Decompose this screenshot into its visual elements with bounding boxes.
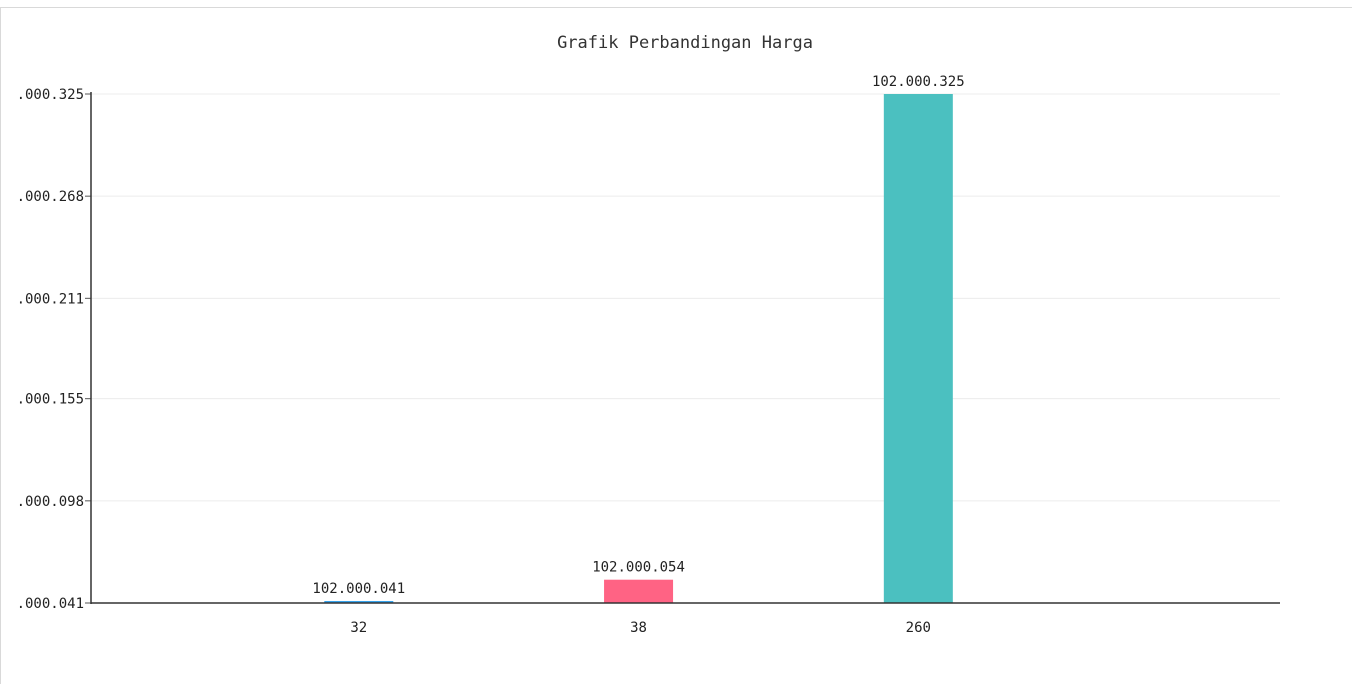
bars <box>324 94 953 603</box>
y-tick-label: .000.211 <box>17 291 84 307</box>
bar <box>324 601 394 603</box>
bar <box>604 579 674 603</box>
x-tick-label: 260 <box>906 620 931 636</box>
y-tick-label: .000.041 <box>17 596 84 612</box>
labels: .000.041 .000.098 .000.155 .000.211 .000.268… <box>17 74 965 636</box>
bar-value-label: 102.000.325 <box>872 74 965 90</box>
y-tick-label: .000.268 <box>17 189 84 205</box>
chart-title: Grafik Perbandingan Harga <box>557 33 813 53</box>
bar <box>883 94 953 603</box>
x-tick-label: 38 <box>630 620 647 636</box>
y-tick-label: .000.155 <box>17 392 84 408</box>
bar-value-label: 102.000.041 <box>312 581 405 597</box>
chart-frame <box>0 7 1352 684</box>
bar-value-label: 102.000.054 <box>592 560 685 576</box>
x-tick-label: 32 <box>350 620 367 636</box>
y-tick-label: .000.325 <box>17 87 84 103</box>
axes <box>85 92 1280 604</box>
y-tick-label: .000.098 <box>17 494 84 510</box>
grid-lines <box>91 93 1280 502</box>
